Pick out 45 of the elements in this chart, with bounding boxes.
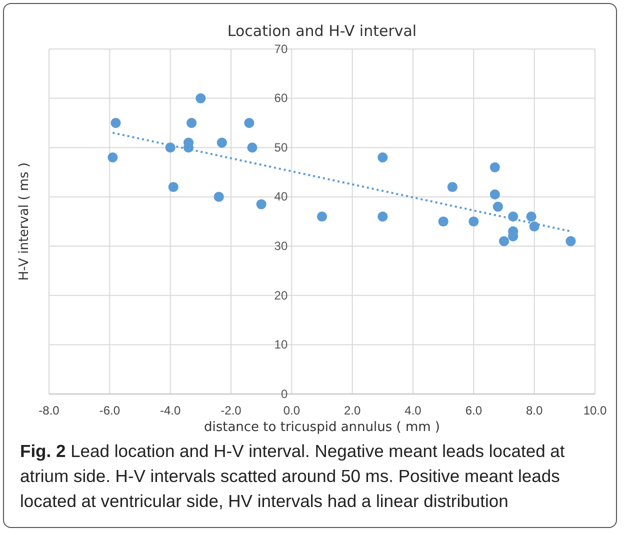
point — [492, 202, 503, 212]
caption: Fig. 2 Lead location and H-V interval. Negative meant leads located at atrium side. H-V intervals scatted around 50 ms. Positive meant leads located at ventricular side, HV intervals had a linear distribution — [20, 441, 565, 511]
x-tick-label: -2.0 — [220, 404, 242, 418]
y-tick-label: 70 — [274, 42, 288, 56]
x-axis-title: distance to tricuspid annulus ( mm ) — [204, 420, 440, 435]
point — [498, 236, 510, 246]
point — [196, 93, 206, 104]
point — [256, 199, 266, 210]
chart-title: Location and H-V interval — [227, 22, 417, 40]
point — [526, 212, 536, 222]
point — [316, 212, 328, 222]
y-tick-label: 60 — [274, 91, 288, 106]
x-tick-label: -4.0 — [160, 404, 181, 418]
x-tick-label: -8.0 — [38, 404, 60, 418]
y-tick-label: 50 — [274, 140, 288, 154]
point — [186, 118, 197, 128]
y-tick-label: 10 — [274, 338, 288, 352]
point — [468, 216, 479, 227]
point — [244, 118, 254, 128]
x-tick-label: 10.0 — [583, 404, 607, 418]
point — [214, 192, 224, 202]
y-axis-title: H-V interval ( ms ) — [17, 162, 32, 281]
point — [490, 162, 500, 172]
x-tick-label: 0.0 — [283, 404, 300, 418]
point — [566, 236, 576, 246]
x-tick-label: 8.0 — [526, 404, 543, 418]
y-tick-label: 30 — [274, 238, 288, 253]
y-tick-label: 40 — [274, 190, 288, 204]
point — [216, 138, 227, 148]
point — [438, 216, 448, 227]
point — [490, 189, 500, 200]
point — [168, 182, 178, 192]
point — [247, 142, 258, 153]
y-tick-label: 20 — [274, 288, 288, 302]
point — [378, 152, 388, 162]
point — [529, 221, 540, 232]
x-tick-label: 6.0 — [465, 404, 482, 418]
y-tick-label: 0 — [280, 386, 288, 401]
x-tick-label: -6.0 — [99, 404, 120, 418]
point — [378, 212, 388, 222]
point — [110, 118, 121, 128]
point — [108, 152, 118, 162]
x-tick-label: 4.0 — [404, 404, 422, 418]
x-tick-label: 2.0 — [344, 404, 361, 418]
point — [447, 182, 458, 192]
